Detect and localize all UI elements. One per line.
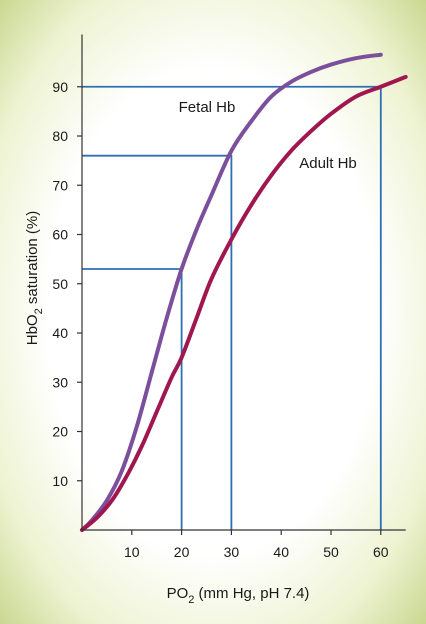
y-tick-label: 80 <box>52 128 68 144</box>
x-axis-title-subscript: 2 <box>188 594 194 606</box>
y-tick-label: 10 <box>52 473 68 489</box>
reference-line <box>82 268 183 530</box>
x-axis-title: PO2 (mm Hg, pH 7.4) <box>167 585 310 606</box>
y-axis-title-subscript: 2 <box>33 308 45 314</box>
curves <box>80 52 408 532</box>
x-tick-label: 20 <box>174 544 190 560</box>
y-tick-label: 60 <box>52 227 68 243</box>
y-axis-title-suffix: saturation (%) <box>24 211 41 309</box>
x-tick-label: 60 <box>373 544 389 560</box>
x-axis-title-suffix: (mm Hg, pH 7.4) <box>194 585 309 602</box>
x-tick-label: 10 <box>124 544 140 560</box>
adult-hb-curve <box>80 74 408 532</box>
y-tick-label: 30 <box>52 374 68 390</box>
fetal-hb-label: Fetal Hb <box>179 99 236 116</box>
reference-line <box>82 154 233 530</box>
y-axis-title-main: HbO <box>24 314 41 345</box>
y-tick-label: 50 <box>52 276 68 292</box>
y-tick-label: 70 <box>52 177 68 193</box>
y-ticks: 10 20 30 40 50 60 70 80 90 <box>52 79 82 489</box>
y-tick-label: 20 <box>52 424 68 440</box>
x-ticks: 10 20 30 40 50 60 <box>124 530 389 560</box>
x-tick-label: 30 <box>224 544 240 560</box>
y-axis-title: HbO2 saturation (%) <box>24 211 45 346</box>
y-tick-label: 90 <box>52 79 68 95</box>
x-tick-label: 40 <box>273 544 289 560</box>
curve-labels: Fetal Hb Adult Hb <box>179 99 357 172</box>
x-axis-title-main: PO <box>167 585 189 602</box>
y-tick-label: 40 <box>52 325 68 341</box>
fetal-hb-curve <box>80 52 383 532</box>
x-tick-label: 50 <box>323 544 339 560</box>
adult-hb-label: Adult Hb <box>299 155 357 172</box>
